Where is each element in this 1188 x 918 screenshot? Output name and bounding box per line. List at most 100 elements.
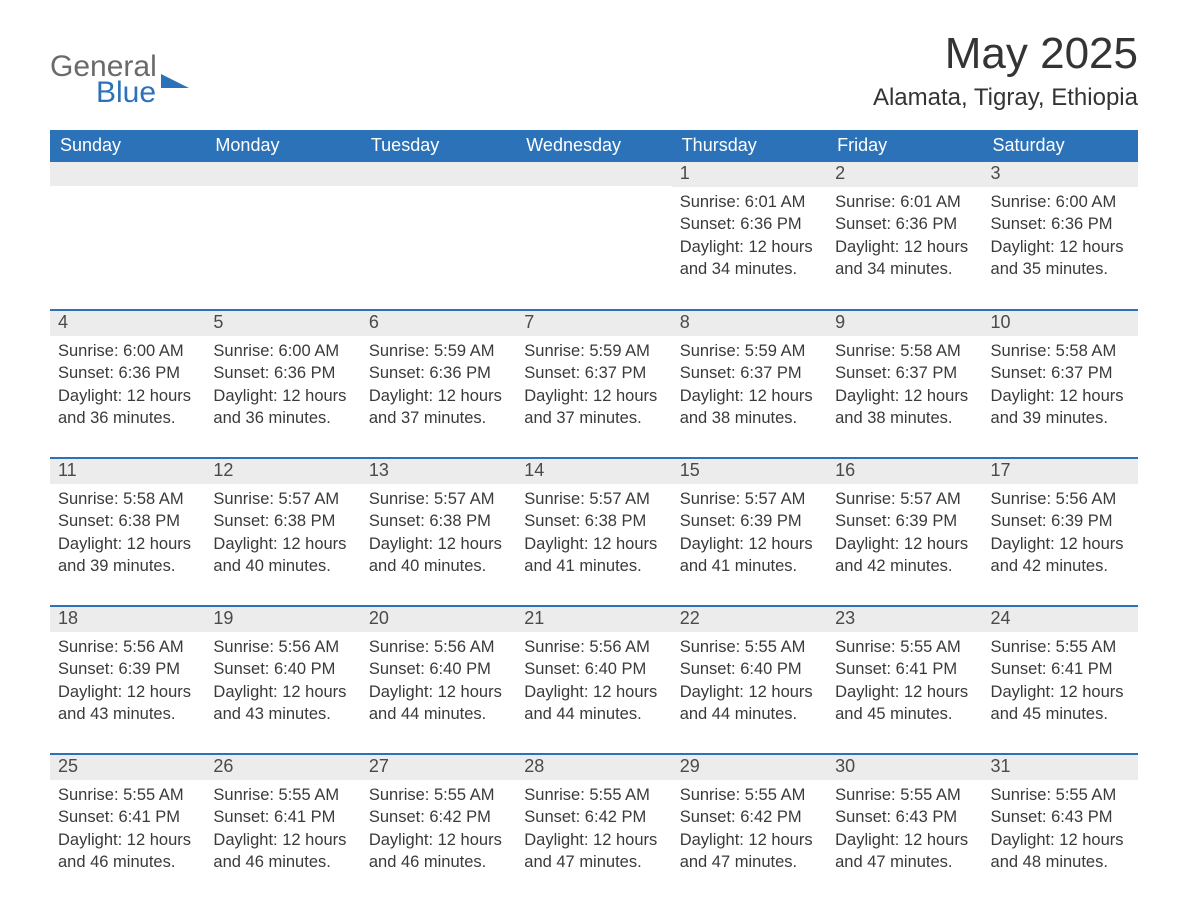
sunset-line: Sunset: 6:42 PM <box>680 806 819 828</box>
calendar-day-cell: 6Sunrise: 5:59 AMSunset: 6:36 PMDaylight… <box>361 310 516 458</box>
daylight-line: Daylight: 12 hours and 44 minutes. <box>524 681 663 726</box>
sunrise-line: Sunrise: 6:01 AM <box>835 191 974 213</box>
daylight-line: Daylight: 12 hours and 39 minutes. <box>991 385 1130 430</box>
calendar-week-row: 1Sunrise: 6:01 AMSunset: 6:36 PMDaylight… <box>50 162 1138 310</box>
sunset-line: Sunset: 6:38 PM <box>369 510 508 532</box>
dow-header: Thursday <box>672 130 827 162</box>
day-details: Sunrise: 5:58 AMSunset: 6:38 PMDaylight:… <box>50 484 205 583</box>
sunrise-line: Sunrise: 5:57 AM <box>680 488 819 510</box>
day-number-bar: 14 <box>516 459 671 484</box>
calendar-table: Sunday Monday Tuesday Wednesday Thursday… <box>50 130 1138 902</box>
dow-header: Saturday <box>983 130 1138 162</box>
calendar-day-cell <box>205 162 360 310</box>
day-number-bar: 17 <box>983 459 1138 484</box>
sunset-line: Sunset: 6:36 PM <box>835 213 974 235</box>
sunset-line: Sunset: 6:37 PM <box>524 362 663 384</box>
day-details: Sunrise: 5:59 AMSunset: 6:37 PMDaylight:… <box>672 336 827 435</box>
sunrise-line: Sunrise: 6:01 AM <box>680 191 819 213</box>
day-number-bar: 27 <box>361 755 516 780</box>
calendar-week-row: 4Sunrise: 6:00 AMSunset: 6:36 PMDaylight… <box>50 310 1138 458</box>
sunrise-line: Sunrise: 6:00 AM <box>213 340 352 362</box>
calendar-day-cell: 28Sunrise: 5:55 AMSunset: 6:42 PMDayligh… <box>516 754 671 902</box>
daylight-line: Daylight: 12 hours and 45 minutes. <box>835 681 974 726</box>
daylight-line: Daylight: 12 hours and 34 minutes. <box>835 236 974 281</box>
day-details: Sunrise: 5:55 AMSunset: 6:41 PMDaylight:… <box>983 632 1138 731</box>
day-number-bar: 21 <box>516 607 671 632</box>
calendar-day-cell: 13Sunrise: 5:57 AMSunset: 6:38 PMDayligh… <box>361 458 516 606</box>
calendar-page: General Blue May 2025 Alamata, Tigray, E… <box>0 0 1188 918</box>
calendar-day-cell: 30Sunrise: 5:55 AMSunset: 6:43 PMDayligh… <box>827 754 982 902</box>
daylight-line: Daylight: 12 hours and 46 minutes. <box>213 829 352 874</box>
calendar-day-cell: 8Sunrise: 5:59 AMSunset: 6:37 PMDaylight… <box>672 310 827 458</box>
daylight-line: Daylight: 12 hours and 34 minutes. <box>680 236 819 281</box>
day-number-bar: 10 <box>983 311 1138 336</box>
day-number-bar: 12 <box>205 459 360 484</box>
day-details: Sunrise: 5:56 AMSunset: 6:40 PMDaylight:… <box>361 632 516 731</box>
calendar-day-cell: 24Sunrise: 5:55 AMSunset: 6:41 PMDayligh… <box>983 606 1138 754</box>
sunset-line: Sunset: 6:39 PM <box>835 510 974 532</box>
daylight-line: Daylight: 12 hours and 44 minutes. <box>680 681 819 726</box>
sunrise-line: Sunrise: 5:55 AM <box>369 784 508 806</box>
calendar-day-cell: 14Sunrise: 5:57 AMSunset: 6:38 PMDayligh… <box>516 458 671 606</box>
calendar-day-cell: 21Sunrise: 5:56 AMSunset: 6:40 PMDayligh… <box>516 606 671 754</box>
dow-header: Sunday <box>50 130 205 162</box>
calendar-day-cell: 7Sunrise: 5:59 AMSunset: 6:37 PMDaylight… <box>516 310 671 458</box>
day-details: Sunrise: 5:57 AMSunset: 6:39 PMDaylight:… <box>827 484 982 583</box>
sunset-line: Sunset: 6:36 PM <box>369 362 508 384</box>
day-details: Sunrise: 6:00 AMSunset: 6:36 PMDaylight:… <box>50 336 205 435</box>
sunrise-line: Sunrise: 5:59 AM <box>369 340 508 362</box>
sunset-line: Sunset: 6:39 PM <box>58 658 197 680</box>
calendar-day-cell <box>50 162 205 310</box>
day-details: Sunrise: 5:56 AMSunset: 6:39 PMDaylight:… <box>50 632 205 731</box>
day-number-bar: 24 <box>983 607 1138 632</box>
day-number-bar: 29 <box>672 755 827 780</box>
calendar-day-cell: 19Sunrise: 5:56 AMSunset: 6:40 PMDayligh… <box>205 606 360 754</box>
day-details: Sunrise: 5:55 AMSunset: 6:43 PMDaylight:… <box>983 780 1138 879</box>
daylight-line: Daylight: 12 hours and 42 minutes. <box>835 533 974 578</box>
daylight-line: Daylight: 12 hours and 36 minutes. <box>58 385 197 430</box>
day-number-bar <box>516 162 671 186</box>
daylight-line: Daylight: 12 hours and 36 minutes. <box>213 385 352 430</box>
daylight-line: Daylight: 12 hours and 44 minutes. <box>369 681 508 726</box>
day-details: Sunrise: 6:00 AMSunset: 6:36 PMDaylight:… <box>983 187 1138 286</box>
sunrise-line: Sunrise: 5:55 AM <box>991 636 1130 658</box>
sunset-line: Sunset: 6:40 PM <box>369 658 508 680</box>
sunset-line: Sunset: 6:38 PM <box>213 510 352 532</box>
daylight-line: Daylight: 12 hours and 39 minutes. <box>58 533 197 578</box>
day-details: Sunrise: 5:56 AMSunset: 6:40 PMDaylight:… <box>205 632 360 731</box>
month-title: May 2025 <box>873 30 1138 78</box>
calendar-day-cell: 5Sunrise: 6:00 AMSunset: 6:36 PMDaylight… <box>205 310 360 458</box>
day-number-bar: 2 <box>827 162 982 187</box>
day-number-bar: 15 <box>672 459 827 484</box>
sunrise-line: Sunrise: 5:55 AM <box>680 636 819 658</box>
daylight-line: Daylight: 12 hours and 46 minutes. <box>369 829 508 874</box>
calendar-day-cell: 20Sunrise: 5:56 AMSunset: 6:40 PMDayligh… <box>361 606 516 754</box>
calendar-day-cell: 4Sunrise: 6:00 AMSunset: 6:36 PMDaylight… <box>50 310 205 458</box>
day-details: Sunrise: 5:55 AMSunset: 6:42 PMDaylight:… <box>361 780 516 879</box>
sunset-line: Sunset: 6:42 PM <box>524 806 663 828</box>
calendar-day-cell: 27Sunrise: 5:55 AMSunset: 6:42 PMDayligh… <box>361 754 516 902</box>
day-details: Sunrise: 6:01 AMSunset: 6:36 PMDaylight:… <box>827 187 982 286</box>
daylight-line: Daylight: 12 hours and 42 minutes. <box>991 533 1130 578</box>
day-details: Sunrise: 5:55 AMSunset: 6:41 PMDaylight:… <box>205 780 360 879</box>
sunrise-line: Sunrise: 5:55 AM <box>58 784 197 806</box>
day-details: Sunrise: 5:55 AMSunset: 6:40 PMDaylight:… <box>672 632 827 731</box>
brand-logo: General Blue <box>50 52 189 108</box>
day-details: Sunrise: 5:55 AMSunset: 6:43 PMDaylight:… <box>827 780 982 879</box>
sunrise-line: Sunrise: 5:59 AM <box>680 340 819 362</box>
sunrise-line: Sunrise: 5:57 AM <box>835 488 974 510</box>
day-details: Sunrise: 6:01 AMSunset: 6:36 PMDaylight:… <box>672 187 827 286</box>
sunset-line: Sunset: 6:40 PM <box>680 658 819 680</box>
day-number-bar: 3 <box>983 162 1138 187</box>
sunrise-line: Sunrise: 6:00 AM <box>58 340 197 362</box>
day-details: Sunrise: 5:55 AMSunset: 6:42 PMDaylight:… <box>516 780 671 879</box>
dow-header: Friday <box>827 130 982 162</box>
day-number-bar: 4 <box>50 311 205 336</box>
day-details: Sunrise: 5:56 AMSunset: 6:40 PMDaylight:… <box>516 632 671 731</box>
day-details: Sunrise: 5:57 AMSunset: 6:38 PMDaylight:… <box>516 484 671 583</box>
sunrise-line: Sunrise: 5:55 AM <box>680 784 819 806</box>
day-number-bar: 5 <box>205 311 360 336</box>
day-details: Sunrise: 5:57 AMSunset: 6:38 PMDaylight:… <box>361 484 516 583</box>
day-details: Sunrise: 5:59 AMSunset: 6:37 PMDaylight:… <box>516 336 671 435</box>
daylight-line: Daylight: 12 hours and 47 minutes. <box>524 829 663 874</box>
